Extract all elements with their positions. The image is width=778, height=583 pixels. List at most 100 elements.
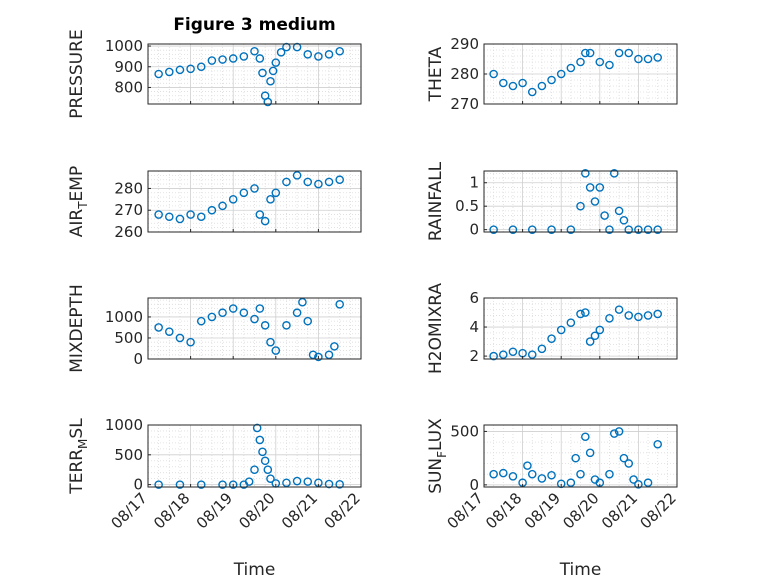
y-tick-label: 6 — [469, 289, 479, 307]
data-point — [260, 216, 270, 226]
data-point — [547, 334, 556, 343]
data-point — [186, 210, 195, 219]
data-point — [268, 66, 278, 76]
data-point — [489, 225, 498, 234]
data-point — [250, 465, 259, 475]
data-point — [175, 333, 185, 343]
x-tick-label: 08/20 — [235, 489, 278, 532]
data-point — [566, 478, 576, 488]
data-point — [260, 321, 270, 330]
data-point — [581, 432, 590, 442]
data-point — [255, 304, 265, 313]
x-tick-label: 08/22 — [637, 489, 680, 532]
y-tick-label: 0 — [133, 476, 143, 494]
data-point — [585, 448, 595, 458]
y-tick-label: 0 — [133, 350, 143, 368]
data-point — [634, 480, 643, 489]
data-point — [547, 75, 556, 85]
data-point — [585, 183, 595, 192]
data-point — [643, 311, 653, 320]
data-point — [186, 64, 195, 74]
data-point — [566, 225, 576, 234]
data-point — [266, 337, 275, 347]
data-point — [527, 469, 537, 479]
y-axis-label: AIRTEMP — [67, 166, 90, 237]
data-point — [196, 480, 206, 489]
data-point — [576, 309, 585, 319]
data-point — [624, 311, 634, 320]
y-tick-label: 290 — [450, 35, 479, 53]
x-tick-label: 08/18 — [150, 489, 193, 532]
data-point — [614, 48, 624, 58]
data-point — [653, 309, 663, 319]
data-point — [605, 60, 614, 70]
data-point — [239, 188, 249, 198]
data-point — [154, 210, 163, 219]
data-point — [324, 50, 334, 59]
data-point — [164, 67, 174, 77]
data-point — [643, 478, 653, 488]
data-point — [228, 304, 238, 313]
data-point — [653, 53, 663, 62]
y-tick-label: 4 — [469, 318, 479, 336]
data-point — [335, 300, 345, 309]
data-point — [653, 225, 663, 234]
data-point — [196, 62, 206, 72]
data-point — [258, 447, 267, 457]
data-point — [585, 48, 595, 58]
data-point — [498, 350, 508, 359]
data-point — [581, 169, 590, 178]
y-axis-label: THETA — [426, 46, 446, 102]
data-point — [523, 461, 532, 470]
data-point — [508, 347, 518, 357]
data-point — [527, 350, 537, 359]
data-point — [271, 188, 281, 198]
data-point — [537, 474, 547, 483]
data-point — [255, 54, 265, 63]
data-point — [571, 453, 580, 463]
data-point — [576, 201, 585, 211]
data-point — [218, 308, 227, 318]
data-point — [498, 468, 508, 478]
y-tick-label: 800 — [114, 78, 143, 96]
data-point — [196, 316, 206, 326]
data-point — [239, 52, 249, 61]
data-point — [566, 318, 576, 327]
data-point — [164, 212, 174, 222]
data-point — [250, 184, 259, 193]
y-axis-label: SUNFLUX — [426, 418, 449, 494]
y-tick-label: 900 — [114, 58, 143, 76]
y-tick-label: 0 — [469, 476, 479, 494]
data-point — [164, 327, 174, 336]
y-tick-label: 1000 — [105, 416, 143, 434]
data-point — [303, 477, 313, 486]
data-point — [271, 58, 281, 67]
subplot-6: 2 4 6 H2OMIXRA — [426, 283, 678, 374]
data-point — [518, 78, 527, 88]
y-tick-label: 500 — [114, 329, 143, 347]
data-point — [614, 206, 624, 216]
data-point — [629, 475, 638, 484]
x-tick-label: 08/18 — [482, 489, 525, 532]
subplot-1: 800 900 1000 PRESSURE Figure 3 medium — [67, 15, 362, 119]
data-point — [556, 325, 566, 335]
data-point — [605, 225, 614, 234]
data-point — [228, 195, 238, 204]
y-axis-label: H2OMIXRA — [426, 283, 446, 374]
subplot-7: 0 500 1000 08/17 08/18 08/19 08/20 08/21 08/22 TE… — [67, 416, 364, 580]
data-point — [263, 465, 273, 475]
data-point — [324, 177, 334, 187]
data-point — [314, 52, 323, 61]
data-point — [527, 87, 537, 97]
y-tick-label: 280 — [450, 65, 479, 83]
y-tick-label: 1000 — [105, 37, 143, 55]
data-point — [218, 55, 227, 64]
y-tick-label: 500 — [450, 422, 479, 440]
data-point — [244, 477, 254, 486]
y-tick-label: 280 — [114, 179, 143, 197]
data-point — [590, 331, 600, 341]
x-tick-label: 08/22 — [321, 489, 364, 532]
data-point — [566, 63, 576, 73]
data-point — [508, 81, 518, 91]
